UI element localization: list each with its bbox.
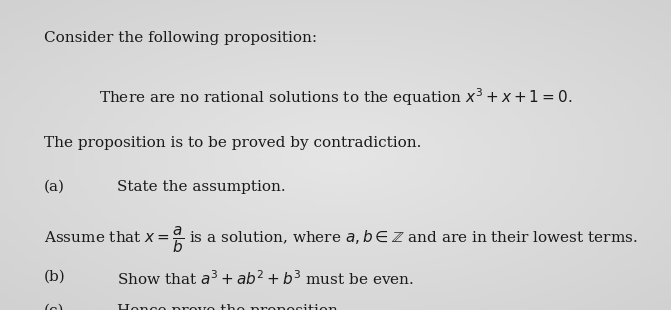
Text: Consider the following proposition:: Consider the following proposition: bbox=[44, 31, 317, 45]
Text: Assume that $x = \dfrac{a}{b}$ is a solution, where $a,b \in \mathbb{Z}$ and are: Assume that $x = \dfrac{a}{b}$ is a solu… bbox=[44, 225, 637, 255]
Text: The proposition is to be proved by contradiction.: The proposition is to be proved by contr… bbox=[44, 136, 421, 150]
Text: (c): (c) bbox=[44, 304, 64, 310]
Text: State the assumption.: State the assumption. bbox=[117, 180, 286, 194]
Text: Show that $a^3 + ab^2 + b^3$ must be even.: Show that $a^3 + ab^2 + b^3$ must be eve… bbox=[117, 270, 415, 288]
Text: There are no rational solutions to the equation $x^3 +x+1=0$.: There are no rational solutions to the e… bbox=[99, 87, 572, 108]
Text: Hence prove the proposition.: Hence prove the proposition. bbox=[117, 304, 343, 310]
Text: (a): (a) bbox=[44, 180, 64, 194]
Text: (b): (b) bbox=[44, 270, 65, 284]
